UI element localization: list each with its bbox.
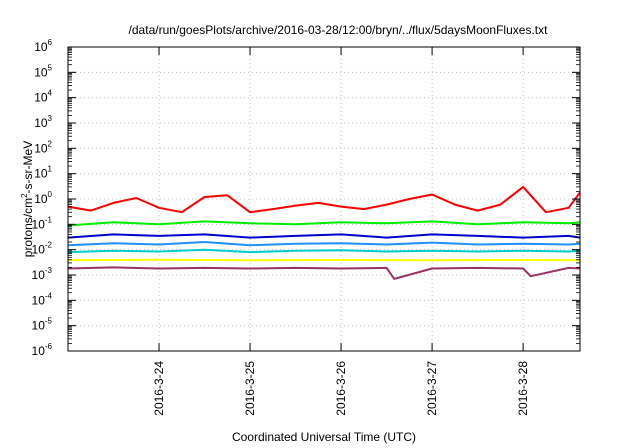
y-tick-label: 10-2 [32, 241, 53, 257]
y-tick-exponent: -1 [45, 215, 53, 224]
y-tick-label: 104 [34, 89, 52, 105]
chart-title: /data/run/goesPlots/archive/2016-03-28/1… [129, 23, 549, 37]
y-tick-base: 10 [34, 65, 48, 79]
series-line-1 [67, 185, 581, 214]
y-tick-base: 10 [32, 268, 46, 282]
series-line-5 [67, 248, 581, 254]
y-tick-label: 106 [34, 38, 52, 54]
y-tick-exponent: 2 [48, 139, 53, 148]
y-axis-label-part-2: -s-sr-MeV [21, 141, 35, 194]
y-tick-base: 10 [34, 141, 48, 155]
y-tick-label: 101 [34, 165, 52, 181]
y-tick-exponent: 3 [48, 114, 53, 123]
x-tick-label: 2016-3-28 [516, 361, 530, 416]
y-tick-label: 103 [34, 114, 52, 130]
y-tick-label: 10-3 [32, 266, 53, 282]
x-tick-label: 2016-3-27 [425, 361, 439, 416]
y-tick-exponent: 4 [48, 89, 53, 98]
series-line-4 [67, 241, 581, 247]
y-tick-exponent: -3 [45, 266, 53, 275]
y-tick-label: 105 [34, 63, 52, 79]
y-tick-exponent: 0 [48, 190, 53, 199]
y-tick-exponent: -6 [45, 342, 53, 351]
y-tick-label: 10-4 [32, 291, 53, 307]
y-tick-base: 10 [32, 217, 46, 231]
y-axis-label-superscript: 2 [20, 193, 29, 198]
y-tick-base: 10 [32, 344, 46, 358]
y-axis-label-part-1: protons/cm [21, 198, 35, 257]
y-tick-exponent: -5 [45, 317, 53, 326]
y-tick-labels: 10-610-510-410-310-210-11001011021031041… [32, 38, 53, 358]
series-line-7 [67, 266, 581, 280]
series-line-6 [67, 258, 581, 262]
y-tick-label: 10-6 [32, 342, 53, 358]
y-tick-base: 10 [34, 116, 48, 130]
y-tick-base: 10 [32, 243, 46, 257]
y-tick-base: 10 [34, 167, 48, 181]
x-axis-label: Coordinated Universal Time (UTC) [232, 430, 416, 444]
y-tick-base: 10 [32, 319, 46, 333]
y-tick-exponent: -4 [45, 291, 53, 300]
x-tick-label: 2016-3-24 [152, 361, 166, 416]
y-axis-label: protons/cm2-s-sr-MeV [20, 141, 35, 257]
y-tick-label: 10-1 [32, 215, 53, 231]
y-tick-label: 100 [34, 190, 52, 206]
x-tick-labels: 2016-3-24 2016-3-25 2016-3-26 2016-3-27 2016… [152, 361, 530, 416]
y-tick-exponent: 1 [48, 165, 53, 174]
y-tick-label: 10-5 [32, 317, 53, 333]
x-tick-label: 2016-3-25 [243, 361, 257, 416]
y-tick-base: 10 [32, 293, 46, 307]
y-tick-label: 102 [34, 139, 52, 155]
y-tick-base: 10 [34, 40, 48, 54]
y-tick-exponent: 5 [48, 63, 53, 72]
series-layer [67, 185, 581, 280]
y-tick-base: 10 [34, 192, 48, 206]
y-tick-exponent: -2 [45, 241, 53, 250]
x-tick-label: 2016-3-26 [334, 361, 348, 416]
tick-marks [68, 46, 580, 352]
y-tick-exponent: 6 [48, 38, 53, 47]
series-line-3 [67, 233, 581, 239]
series-line-2 [67, 220, 581, 227]
y-tick-base: 10 [34, 91, 48, 105]
